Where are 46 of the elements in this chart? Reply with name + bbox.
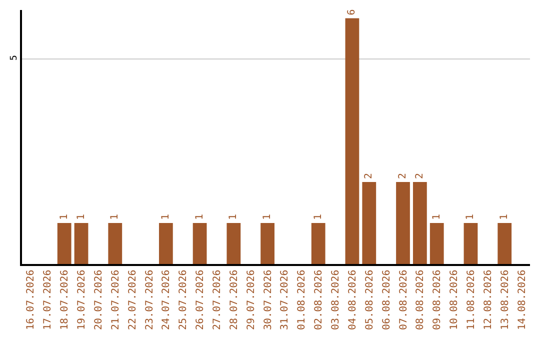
data-label: 1 (262, 214, 274, 220)
x-tick-label: 10.08.2026 (449, 270, 460, 330)
data-label: 1 (499, 214, 510, 220)
x-tick-label: 30.07.2026 (262, 270, 274, 330)
x-tick-label: 11.08.2026 (466, 270, 477, 330)
x-tick-label: 18.07.2026 (60, 270, 71, 330)
x-tick-label: 27.07.2026 (212, 270, 223, 330)
data-label: 6 (346, 9, 358, 16)
x-tick-label: 03.08.2026 (330, 270, 342, 330)
data-label: 1 (58, 214, 70, 220)
data-label: 1 (228, 214, 240, 220)
x-tick-label: 26.07.2026 (195, 270, 206, 330)
x-tick-label: 29.07.2026 (246, 270, 257, 330)
x-tick-label: 09.08.2026 (432, 270, 444, 330)
data-label: 1 (110, 214, 121, 220)
x-tick-label: 28.07.2026 (228, 270, 240, 330)
x-tick-label: 14.08.2026 (516, 270, 528, 330)
x-tick-label: 21.07.2026 (110, 270, 122, 330)
x-tick-label: 24.07.2026 (161, 270, 172, 330)
data-label: 1 (312, 214, 324, 220)
data-label: 1 (160, 214, 172, 220)
x-tick-label: 17.07.2026 (42, 270, 54, 330)
data-label: 2 (364, 173, 375, 180)
x-tick-label: 13.08.2026 (500, 270, 511, 330)
x-tick-label: 08.08.2026 (415, 270, 426, 330)
data-label: 1 (76, 214, 87, 220)
x-tick-label: 22.07.2026 (127, 270, 138, 330)
x-tick-label: 01.08.2026 (296, 270, 308, 330)
x-tick-label: 16.07.2026 (26, 270, 37, 330)
x-tick-label: 06.08.2026 (381, 270, 392, 330)
data-label: 1 (465, 214, 476, 220)
x-tick-label: 31.07.2026 (280, 270, 291, 330)
x-tick-label: 02.08.2026 (314, 270, 325, 330)
x-tick-label: 05.08.2026 (364, 270, 376, 330)
x-tick-label: 25.07.2026 (178, 270, 190, 330)
y-tick-label: 5 (10, 55, 20, 61)
x-tick-label: 19.07.2026 (76, 270, 88, 330)
x-tick-label: 23.07.2026 (144, 270, 156, 330)
data-label: 1 (194, 214, 206, 220)
data-label: 1 (431, 214, 442, 220)
data-label: 2 (414, 173, 426, 180)
x-tick-label: 07.08.2026 (398, 270, 410, 330)
data-label: 2 (398, 173, 408, 180)
x-tick-label: 20.07.2026 (93, 270, 104, 330)
x-tick-label: 04.08.2026 (347, 270, 358, 330)
x-tick-label: 12.08.2026 (482, 270, 494, 330)
